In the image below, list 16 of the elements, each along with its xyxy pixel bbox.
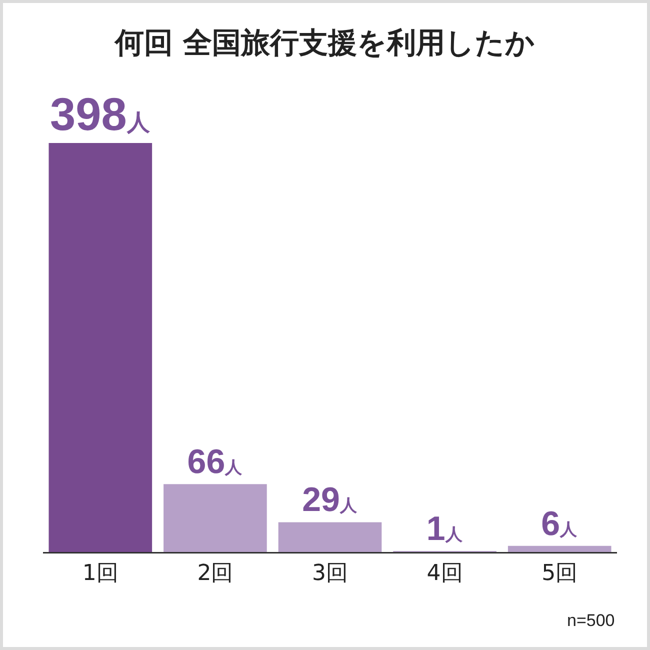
data-label: 29人 [302,481,358,520]
data-label: 66人 [187,443,244,482]
bar [278,522,382,552]
x-tick-label: 5回 [542,560,578,586]
text: n=500 [567,611,615,630]
data-label: 398人 [50,88,151,140]
x-tick-label: 3回 [312,560,348,586]
data-label: 6人 [541,504,578,543]
bar [164,484,267,552]
data-label: 1人 [426,510,464,548]
x-tick-label: 1回 [82,560,118,586]
x-tick-label: 4回 [426,560,463,586]
bar [48,143,152,552]
chart-title: 何回 全国旅行支援を利用したか [114,25,536,60]
bar [508,546,612,552]
x-tick-label: 2回 [197,560,234,586]
